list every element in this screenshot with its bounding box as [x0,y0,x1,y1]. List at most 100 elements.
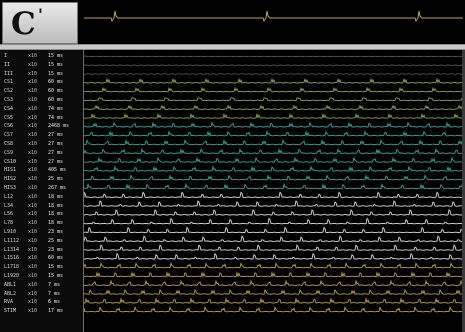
channel-lead: CS10 [4,158,17,165]
electrogram-trace-area[interactable] [84,50,465,332]
channel-lead: L12 [4,193,14,200]
channel-interval: 27 ms [48,158,64,165]
channel-gain: x10 [28,255,38,262]
channel-interval: 15 ms [48,53,64,59]
channel-trace [84,112,465,119]
channel-trace [84,235,465,242]
channel-interval: 25 ms [48,237,64,244]
channel-trace [84,97,465,102]
channel-gain: x10 [28,61,38,68]
channel-trace [84,297,465,304]
channel-gain: x10 [28,158,38,165]
channel-trace [84,174,465,181]
channel-interval: 60 ms [48,255,64,262]
channel-lead: HIS1 [4,167,17,174]
channel-interval: 27 ms [48,140,64,147]
channel-label-row: CS4 x10 74 ms [0,105,83,114]
channel-gain: x10 [28,237,38,244]
channel-gain: x10 [28,176,38,183]
channel-gain: x10 [28,308,38,315]
channel-gain: x10 [28,167,38,174]
channel-gain: x10 [28,299,38,306]
channel-label-row: L78 x10 18 ms [0,219,83,228]
strip-divider [0,44,465,50]
channel-interval: 15 ms [48,61,64,68]
channel-gain: x10 [28,220,38,227]
channel-trace [84,55,465,57]
channel-gain: x10 [28,184,38,191]
channel-label-row: CS2 x10 60 ms [0,87,83,96]
channel-trace [84,104,465,110]
channel-gain: x10 [28,140,38,147]
channel-gain: x10 [28,123,38,130]
channel-interval: 18 ms [48,193,64,200]
channel-lead: L1718 [4,264,20,271]
channel-gain: x10 [28,96,38,103]
channel-label-row: L34 x10 18 ms [0,202,83,211]
channel-lead: HIS3 [4,184,17,191]
channel-trace [84,147,465,155]
channel-interval: 15 ms [48,70,64,77]
channel-lead: III [4,70,14,77]
channel-lead: CS3 [4,96,14,103]
channel-trace [84,244,465,251]
channel-trace [84,288,465,295]
channel-lead: CS9 [4,149,14,156]
channel-label-row: HIS3 x10 267 ms [0,184,83,193]
channel-interval: 74 ms [48,105,64,112]
channel-trace [84,191,465,198]
channel-lead: L56 [4,211,14,218]
channel-interval: 18 ms [48,202,64,209]
channel-gain: x10 [28,202,38,209]
channel-lead: CS1 [4,79,14,86]
channel-interval: 27 ms [48,149,64,156]
channel-interval: 405 ms [48,167,67,174]
channel-gain: x10 [28,79,38,86]
channel-gain: x10 [28,88,38,95]
channel-label-row: L1314 x10 23 ms [0,246,83,255]
channel-label-row: RVA x10 6 ms [0,298,83,307]
scroll-edge [462,50,465,332]
channel-interval: 60 ms [48,79,64,86]
channel-lead: L78 [4,220,14,227]
channel-interval: 15 ms [48,264,64,271]
channel-trace [84,252,465,260]
channel-interval: 2468 ms [48,123,70,130]
channel-trace [84,226,465,234]
channel-interval: 60 ms [48,88,64,95]
channel-label-row: L1516 x10 60 ms [0,254,83,263]
channel-label-row: II x10 15 ms [0,61,83,70]
channel-label-row: ABL2 x10 7 ms [0,290,83,299]
channel-gain: x10 [28,114,38,121]
channel-lead: CS7 [4,132,14,139]
channel-gain: x10 [28,246,38,253]
channel-label-row: ABL1 x10 7 ms [0,281,83,290]
channel-label-row: CS8 x10 27 ms [0,140,83,149]
channel-label-row: CS10 x10 27 ms [0,158,83,167]
electrogram-traces [84,55,465,313]
channel-trace [84,165,465,173]
channel-interval: 23 ms [48,246,64,253]
channel-trace [84,217,465,225]
channel-trace [84,139,465,146]
channel-trace [84,156,465,163]
channel-label-row: CS5 x10 74 ms [0,114,83,123]
channel-gain: x10 [28,264,38,271]
channel-label-row: CS6 x10 2468 ms [0,122,83,131]
panel-prime-mark: ' [38,5,43,24]
channel-lead: L1112 [4,237,20,244]
channel-gain: x10 [28,193,38,200]
channel-gain: x10 [28,149,38,156]
channel-lead: L1314 [4,246,20,253]
channel-trace [84,261,465,269]
channel-lead: CS4 [4,105,14,112]
channel-interval: 18 ms [48,220,64,227]
channel-interval: 7 ms [48,281,61,288]
channel-interval: 23 ms [48,228,64,235]
channel-trace [84,86,465,93]
reference-ecg-trace [84,10,463,23]
channel-lead: L1920 [4,272,20,279]
